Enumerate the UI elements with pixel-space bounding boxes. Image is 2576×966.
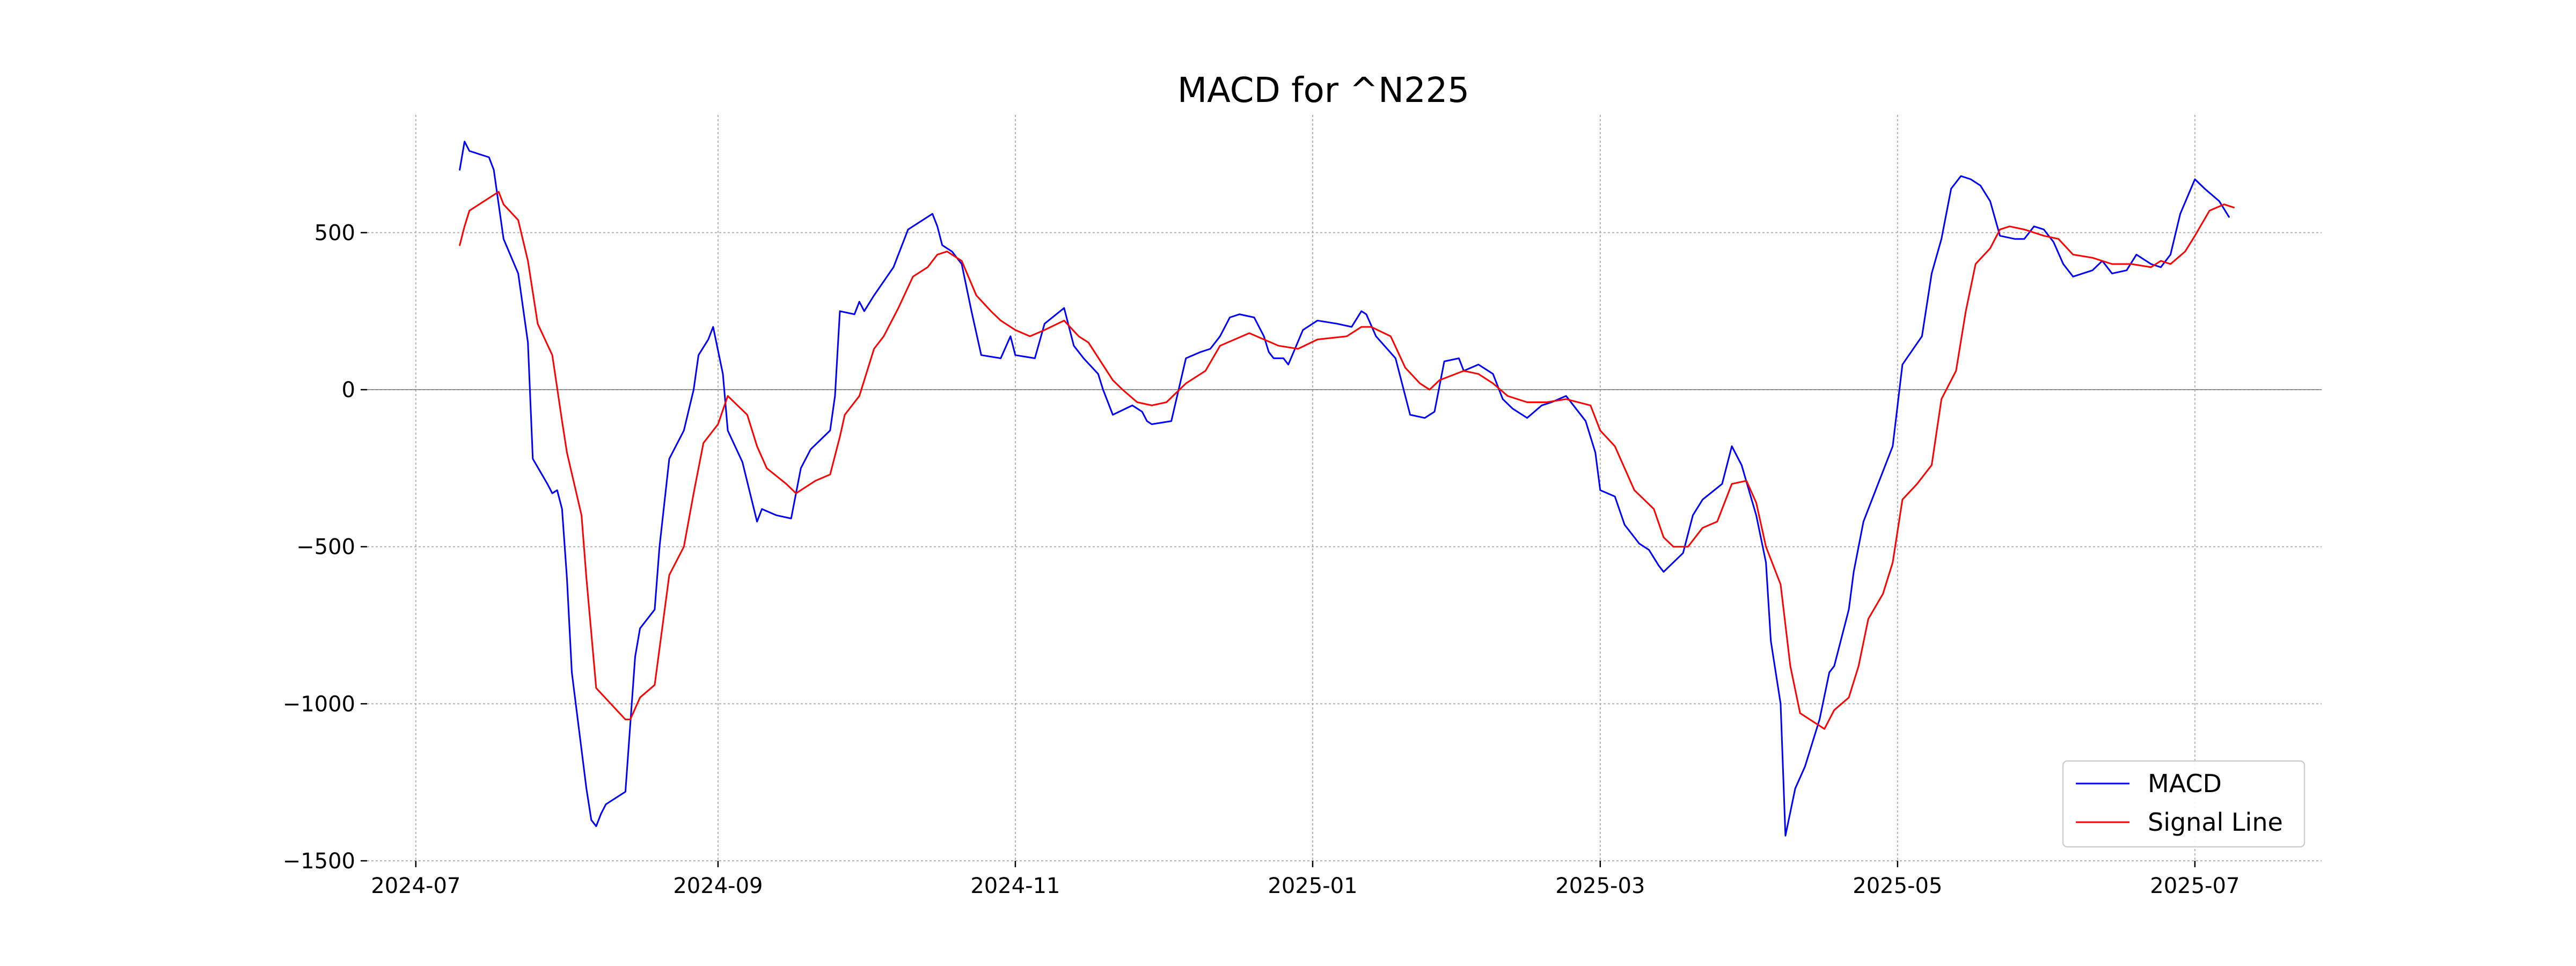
x-tick-label: 2025-05 bbox=[1853, 874, 1942, 898]
y-tick-label: −1000 bbox=[283, 692, 355, 716]
y-tick-label: −500 bbox=[296, 535, 355, 560]
x-axis-ticks: 2024-07 2024-09 2024-11 2025-01 2025-03 2025-… bbox=[371, 861, 2240, 898]
legend-label-macd: MACD bbox=[2148, 769, 2222, 798]
x-tick-label: 2024-07 bbox=[371, 874, 460, 898]
legend: MACD Signal Line bbox=[2062, 760, 2306, 848]
y-tick-label: 0 bbox=[342, 378, 355, 402]
series-line-macd bbox=[459, 141, 2230, 837]
x-tick-label: 2025-07 bbox=[2150, 874, 2240, 898]
x-tick-label: 2025-01 bbox=[1268, 874, 1357, 898]
x-tick-label: 2025-03 bbox=[1555, 874, 1645, 898]
legend-box bbox=[2062, 760, 2306, 848]
x-tick-label: 2024-09 bbox=[673, 874, 763, 898]
y-tick-label: −1500 bbox=[283, 849, 355, 874]
x-tick-label: 2024-11 bbox=[970, 874, 1060, 898]
series-lines bbox=[459, 141, 2235, 837]
chart-title: MACD for ^N225 bbox=[1177, 71, 1469, 111]
legend-label-signal-line: Signal Line bbox=[2148, 808, 2283, 837]
y-tick-label: 500 bbox=[314, 221, 355, 245]
series-line-signal-line bbox=[459, 191, 2235, 730]
y-axis-ticks: −1500 −1000 −500 0 500 bbox=[283, 221, 367, 874]
